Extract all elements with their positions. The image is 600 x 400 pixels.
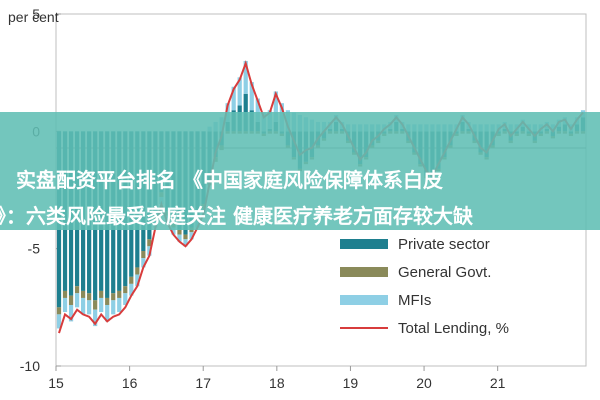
legend-swatch-total <box>340 327 388 329</box>
bar-mfi <box>177 234 182 242</box>
bar-mfi <box>243 60 248 94</box>
bar-government <box>129 276 134 284</box>
bar-government <box>62 290 68 298</box>
x-tick-label: 18 <box>269 375 285 391</box>
bar-mfi <box>231 86 236 111</box>
legend-label-total: Total Lending, % <box>398 319 509 337</box>
legend-item-government: General Govt. <box>340 262 491 282</box>
bar-mfi <box>99 297 104 313</box>
x-axis: 15 16 17 18 19 20 21 <box>48 366 506 391</box>
bar-government <box>117 290 122 298</box>
x-tick-label: 21 <box>490 375 506 391</box>
legend-label-mfi: MFIs <box>398 291 432 309</box>
bar-mfi <box>273 91 278 122</box>
overlay-text-line-3: 较大缺口 <box>252 239 332 263</box>
bar-mfi <box>141 258 146 268</box>
overlay-banner <box>0 112 600 230</box>
bar-government <box>99 290 104 298</box>
x-tick-label: 16 <box>122 375 138 391</box>
bar-government <box>147 239 152 247</box>
bar-mfi <box>105 304 110 322</box>
bar-mfi <box>74 293 80 308</box>
bar-government <box>56 307 62 315</box>
legend-swatch-mfi <box>340 295 388 305</box>
y-tick-label: 5 <box>32 6 40 22</box>
bar-mfi <box>62 297 68 313</box>
bar-mfi <box>56 314 62 329</box>
bar-government <box>183 234 188 240</box>
bar-mfi <box>135 274 140 287</box>
x-tick-label: 15 <box>48 375 64 391</box>
y-tick-label: -5 <box>28 241 41 257</box>
bar-mfi <box>147 246 152 256</box>
legend-item-private: Private sector <box>340 234 490 254</box>
legend-label-government: General Govt. <box>398 263 492 281</box>
bar-government <box>105 297 110 305</box>
bar-government <box>141 251 146 259</box>
legend-swatch-government <box>340 267 388 277</box>
overlay-text-line-2: 》：六类风险最受家庭关注 健康医疗养老方面存较大缺 <box>0 204 473 228</box>
legend-label-private: Private sector <box>398 235 490 253</box>
legend-item-mfi: MFIs <box>340 290 431 310</box>
bar-mfi <box>68 304 74 322</box>
y-axis-label: per cent <box>8 9 59 25</box>
x-tick-label: 19 <box>343 375 359 391</box>
x-tick-label: 20 <box>416 375 432 391</box>
bar-government <box>80 290 86 298</box>
bar-mfi <box>237 77 242 106</box>
legend-item-total: Total Lending, % <box>340 318 509 338</box>
bar-mfi <box>189 232 194 240</box>
bar-government <box>87 293 92 301</box>
bar-mfi <box>93 309 98 327</box>
bar-mfi <box>255 98 260 122</box>
bar-government <box>74 286 80 294</box>
bar-government <box>111 293 116 301</box>
bar-government <box>93 300 98 310</box>
bar-mfi <box>87 300 92 315</box>
bar-mfi <box>171 227 176 235</box>
bar-mfi <box>123 293 128 305</box>
bar-government <box>177 229 182 235</box>
x-tick-label: 17 <box>195 375 211 391</box>
legend-swatch-private <box>340 239 388 249</box>
bar-government <box>135 267 140 275</box>
bar-mfi <box>117 297 122 313</box>
bar-mfi <box>129 283 134 296</box>
bar-mfi <box>111 300 116 315</box>
bar-government <box>68 295 74 305</box>
overlay-text-line-1: 实盘配资平台排名 《中国家庭风险保障体系白皮 <box>16 168 443 192</box>
bar-government <box>123 286 128 294</box>
y-tick-label: -10 <box>20 358 40 374</box>
bar-mfi <box>80 297 86 315</box>
bar-mfi <box>183 239 188 247</box>
bar-mfi <box>249 82 254 111</box>
